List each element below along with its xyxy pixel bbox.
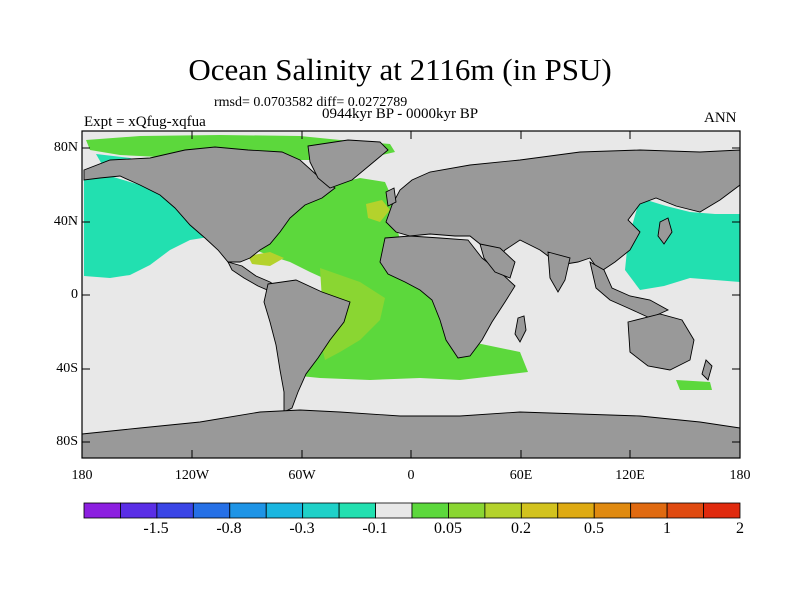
colorbar-label: 0.5	[584, 520, 604, 537]
colorbar-label: -1.5	[143, 520, 169, 537]
colorbar-box	[593, 502, 632, 519]
colorbar-label: -0.1	[362, 520, 388, 537]
greenland-land	[307, 139, 389, 189]
northeast-pacific-teal-region	[84, 176, 215, 278]
south-atlantic-light-green-region	[318, 268, 385, 360]
colorbar-box	[83, 502, 121, 519]
colorbar-box	[375, 502, 413, 519]
eurasia-land	[385, 149, 740, 273]
axis-ticks	[82, 131, 740, 458]
colorbar-box	[120, 502, 158, 519]
new-zealand-land	[701, 359, 713, 381]
colorbar-box	[448, 502, 486, 519]
colorbar-box	[265, 502, 304, 519]
colorbar-box	[484, 502, 522, 519]
lat-label-0: 0	[71, 287, 78, 302]
africa-land	[379, 235, 516, 359]
colorbar-label: -0.8	[216, 520, 242, 537]
caribbean-yellow-region	[248, 252, 284, 266]
antarctica-land	[82, 409, 740, 458]
lon-label-120e: 120E	[615, 468, 645, 483]
southern-ocean-green-band	[676, 380, 712, 390]
colorbar-label: 0.2	[511, 520, 531, 537]
season-label: ANN	[704, 110, 737, 126]
lon-label-120w: 120W	[174, 468, 210, 483]
colorbar-box	[411, 502, 449, 519]
madagascar-land	[514, 315, 527, 343]
north-america-land	[83, 146, 336, 263]
iberian-yellow-region	[366, 200, 390, 222]
colorbar-box	[557, 502, 595, 519]
lat-label-40s: 40S	[56, 361, 78, 376]
colorbar-box	[192, 502, 231, 519]
lon-label-60e: 60E	[509, 468, 533, 483]
north-atlantic-green-region	[250, 178, 528, 380]
experiment-label: Expt = xQfug-xqfua	[84, 114, 206, 130]
lon-label-180e: 180	[729, 468, 751, 483]
period-label: 0944kyr BP - 0000kyr BP	[322, 106, 479, 122]
india-land	[547, 251, 571, 293]
colorbar	[83, 502, 741, 519]
lon-label-0: 0	[407, 468, 415, 483]
colorbar-label: 1	[663, 520, 671, 537]
britain-land	[385, 187, 397, 207]
land-masses	[82, 139, 740, 458]
lat-label-80n: 80N	[53, 140, 78, 155]
japan-land	[657, 217, 673, 245]
southeast-asia-land	[589, 261, 670, 319]
colorbar-label: 0.05	[434, 520, 462, 537]
lon-label-180w: 180	[71, 468, 93, 483]
stats-line: rmsd= 0.0703582 diff= 0.0272789	[214, 95, 408, 110]
colorbar-label: 2	[736, 520, 744, 537]
colorbar-label: -0.3	[289, 520, 315, 537]
colorbar-box	[302, 502, 340, 519]
northwest-pacific-teal-region	[625, 198, 740, 290]
colorbar-box	[703, 502, 741, 519]
arabia-land	[479, 243, 516, 279]
lat-label-80s: 80S	[56, 434, 78, 449]
colorbar-box	[630, 502, 668, 519]
colorbar-box	[229, 502, 267, 519]
australia-land	[627, 313, 695, 371]
south-america-land	[263, 279, 351, 413]
lat-label-40n: 40N	[53, 214, 78, 229]
colorbar-box	[338, 502, 376, 519]
colorbar-box	[520, 502, 559, 519]
colorbar-box	[156, 502, 194, 519]
lon-label-60w: 60W	[288, 468, 316, 483]
colorbar-box	[666, 502, 704, 519]
map-title: Ocean Salinity at 2116m (in PSU)	[188, 52, 612, 87]
